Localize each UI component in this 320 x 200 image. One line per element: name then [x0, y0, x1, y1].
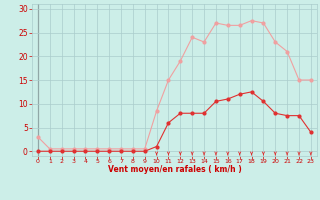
X-axis label: Vent moyen/en rafales ( km/h ): Vent moyen/en rafales ( km/h ): [108, 165, 241, 174]
